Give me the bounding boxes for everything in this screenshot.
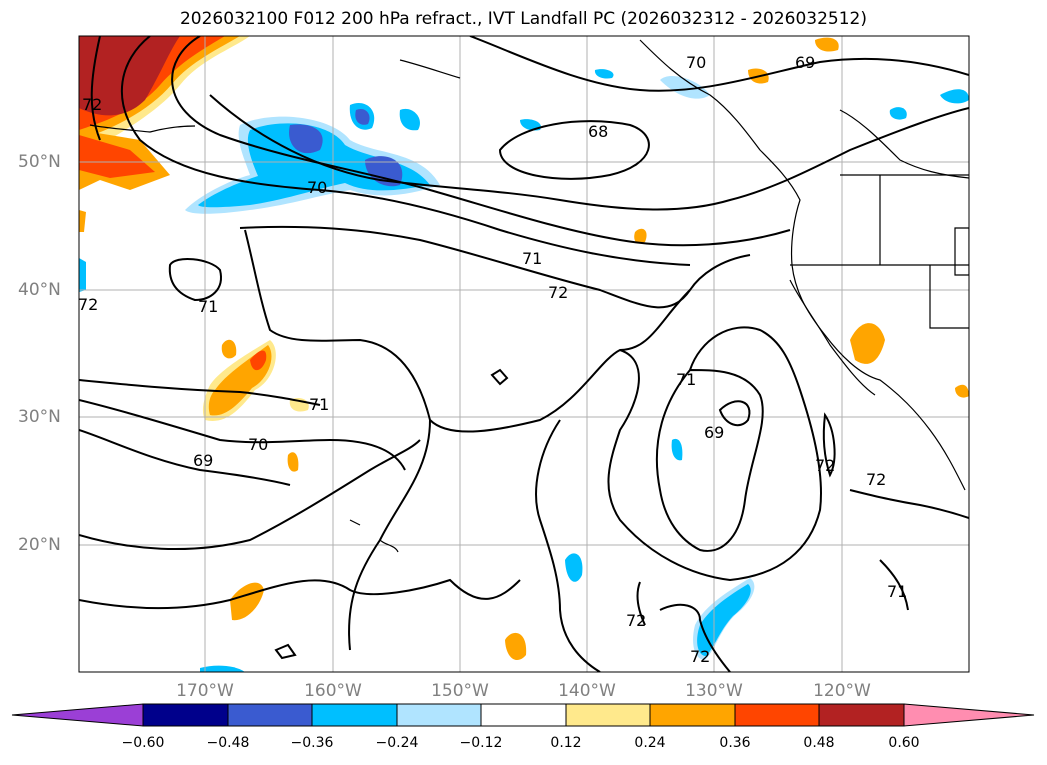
contour-label: 72 [866, 470, 886, 489]
lon-label: 120°W [813, 681, 871, 701]
colorbar-min-arrow [11, 703, 144, 727]
coastlines [89, 39, 969, 553]
lat-label: 40°N [18, 280, 61, 300]
colorbar-tick: −0.12 [459, 735, 503, 751]
contour-label: 70 [307, 178, 327, 197]
shading-northwest [79, 36, 250, 190]
contour-label: 71 [676, 370, 696, 389]
contour-label: 68 [588, 122, 608, 141]
contour-label: 72 [626, 611, 646, 630]
contour-label: 72 [815, 456, 835, 475]
contour-label: 71 [887, 582, 907, 601]
colorbar [11, 703, 1035, 727]
colorbar-tick: 0.36 [719, 735, 751, 751]
lon-label: 130°W [685, 681, 743, 701]
colorbar-segment [142, 703, 229, 727]
contour-label: 71 [522, 249, 542, 268]
lon-label: 150°W [431, 681, 489, 701]
colorbar-max-arrow [903, 703, 1035, 727]
colorbar-tick: −0.60 [121, 735, 165, 751]
contour-label: 72 [78, 295, 98, 314]
contour-label: 70 [248, 435, 268, 454]
contour-label: 72 [82, 95, 102, 114]
contour-label: 69 [704, 423, 724, 442]
colorbar-segment [818, 703, 905, 727]
lon-label: 140°W [558, 681, 616, 701]
map-border [78, 35, 970, 673]
colorbar-tick: 0.48 [803, 735, 835, 751]
contour-label: 69 [795, 53, 815, 72]
contours [79, 36, 969, 672]
colorbar-segment [396, 703, 482, 727]
lat-label: 30°N [18, 407, 61, 427]
lon-label: 170°W [176, 681, 234, 701]
colorbar-segment [734, 703, 820, 727]
lat-label: 20°N [18, 535, 61, 555]
contour-label: 71 [309, 395, 329, 414]
map-title: 2026032100 F012 200 hPa refract., IVT La… [179, 9, 867, 29]
colorbar-tick: 0.24 [634, 735, 666, 751]
colorbar-segment [311, 703, 398, 727]
colorbar-tick: 0.60 [888, 735, 920, 751]
contour-label: 72 [690, 647, 710, 666]
colorbar-segment [227, 703, 313, 727]
colorbar-tick: −0.24 [375, 735, 419, 751]
contour-label: 71 [198, 297, 218, 316]
colorbar-segment [649, 703, 736, 727]
colorbar-tick: −0.48 [206, 735, 250, 751]
lon-label: 160°W [304, 681, 362, 701]
lat-label: 50°N [18, 152, 61, 172]
colorbar-segment [480, 703, 567, 727]
shading-blue-north [185, 69, 969, 214]
contour-label: 72 [548, 283, 568, 302]
colorbar-tick: −0.36 [290, 735, 334, 751]
contour-label: 69 [193, 451, 213, 470]
contour-label: 70 [686, 53, 706, 72]
colorbar-tick: 0.12 [550, 735, 582, 751]
contour-labels: 68 69 69 69 70 70 70 71 71 71 71 71 72 7… [78, 53, 907, 666]
colorbar-segment [565, 703, 651, 727]
